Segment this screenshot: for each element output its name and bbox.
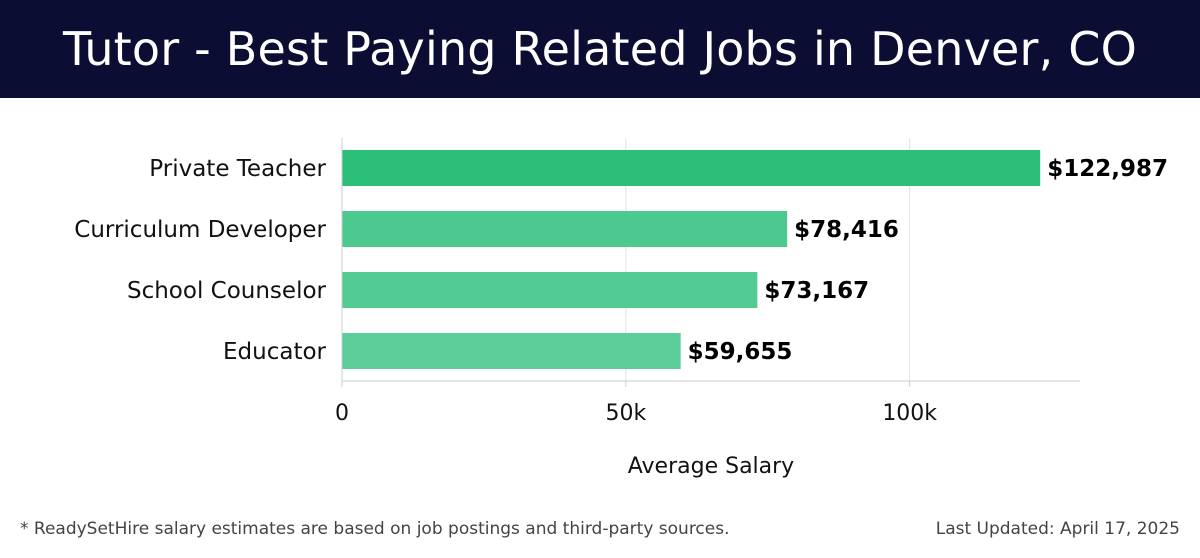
last-updated: Last Updated: April 17, 2025 bbox=[935, 519, 1180, 539]
value-label: $78,416 bbox=[794, 217, 899, 243]
salary-bar-chart: Private Teacher Curriculum Developer Schoo… bbox=[74, 138, 1168, 479]
title-banner: Tutor - Best Paying Related Jobs in Denv… bbox=[0, 0, 1200, 98]
category-label: Educator bbox=[223, 339, 327, 365]
category-labels: Private Teacher Curriculum Developer Schoo… bbox=[74, 156, 326, 365]
x-tick-label: 0 bbox=[335, 401, 349, 426]
value-label: $73,167 bbox=[764, 278, 869, 304]
x-axis-label: Average Salary bbox=[628, 454, 794, 479]
bar bbox=[342, 333, 681, 369]
value-label: $59,655 bbox=[688, 339, 793, 365]
x-axis: 0 50k 100k bbox=[335, 138, 1080, 426]
category-label: School Counselor bbox=[127, 278, 327, 304]
x-tick-label: 100k bbox=[882, 401, 937, 426]
bar bbox=[342, 150, 1041, 186]
category-label: Private Teacher bbox=[149, 156, 326, 182]
chart-bars bbox=[342, 150, 1041, 369]
footer-note: * ReadySetHire salary estimates are base… bbox=[20, 519, 730, 539]
page-title: Tutor - Best Paying Related Jobs in Denv… bbox=[63, 22, 1137, 76]
bar bbox=[342, 211, 788, 247]
value-label: $122,987 bbox=[1047, 156, 1168, 182]
category-label: Curriculum Developer bbox=[74, 217, 326, 243]
bar bbox=[342, 272, 758, 308]
value-labels: $122,987 $78,416 $73,167 $59,655 bbox=[688, 156, 1168, 365]
x-tick-label: 50k bbox=[605, 401, 646, 426]
